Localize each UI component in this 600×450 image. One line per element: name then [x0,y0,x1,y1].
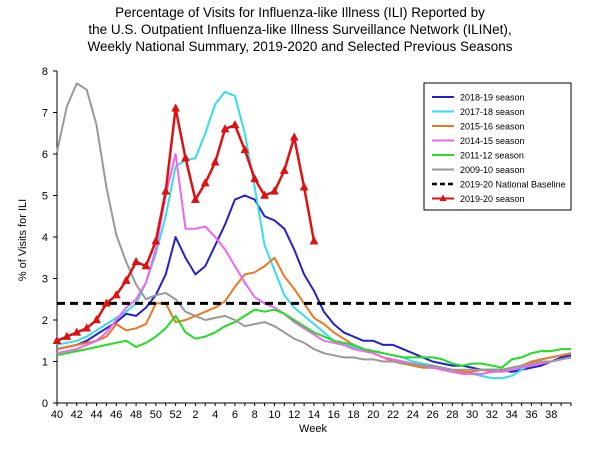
x-tick-label: 42 [71,409,83,421]
y-tick-label: 1 [42,357,48,369]
chart-title-line-3: Weekly National Summary, 2019-2020 and S… [87,39,513,54]
y-tick-label: 7 [42,108,48,120]
data-point-s2019 [171,103,181,112]
x-tick-label: 6 [232,409,238,421]
x-tick-label: 34 [506,409,518,421]
legend-label-s2019: 2019-20 season [460,194,525,204]
series-line-s2014 [56,153,572,375]
x-tick-label: 12 [288,409,300,421]
data-point-s2019 [270,186,279,195]
x-tick-label: 50 [150,409,162,421]
legend-label-s2014: 2014-15 season [460,136,525,146]
y-axis-label: % of Visits for ILI [17,199,29,281]
data-point-s2019 [121,275,131,284]
x-tick-label: 16 [328,409,340,421]
data-point-s2019 [161,186,171,195]
data-point-s2019 [309,236,319,245]
data-point-s2019 [190,194,200,203]
legend-label-s2009: 2009-10 season [460,165,525,175]
legend-label-s2017: 2017-18 season [460,107,525,117]
legend-label-s2011: 2011-12 season [460,151,524,161]
data-point-s2019 [220,124,230,133]
data-point-s2019 [131,256,141,266]
x-tick-label: 48 [130,409,142,421]
x-tick-label: 28 [446,409,458,421]
series-line-s2009 [56,82,572,371]
data-point-s2019 [230,119,240,129]
data-point-s2019 [92,314,101,324]
x-tick-label: 14 [308,409,320,421]
x-tick-label: 32 [486,409,498,421]
x-tick-label: 18 [347,409,359,421]
x-tick-label: 26 [426,409,438,421]
chart-title-line-2: the U.S. Outpatient Influenza-like Illne… [88,22,512,37]
data-point-s2019 [200,178,210,187]
y-tick-label: 3 [42,274,48,286]
x-tick-label: 4 [212,409,218,421]
legend-box [423,82,572,211]
data-point-s2019 [289,132,299,141]
x-tick-label: 10 [268,409,280,421]
x-tick-label: 40 [51,409,63,421]
x-axis-label: Week [299,423,327,435]
y-tick-label: 2 [42,315,48,327]
data-point-s2019 [72,327,82,336]
legend-label-baseline: 2019-20 National Baseline [460,180,566,190]
legend-label-s2018: 2018-19 season [460,93,525,103]
x-tick-label: 22 [387,409,399,421]
data-point-s2019 [279,165,289,174]
series-layer [52,82,572,380]
data-point-s2019 [210,157,220,166]
data-point-s2019 [111,290,121,299]
x-tick-label: 36 [525,409,537,421]
data-point-s2019 [151,236,161,245]
x-tick-label: 24 [407,409,419,421]
x-tick-label: 20 [367,409,379,421]
y-tick-label: 8 [42,66,48,78]
data-point-s2019 [62,331,72,340]
series-line-s2011 [56,308,571,369]
x-tick-label: 44 [90,409,102,421]
y-tick-label: 6 [42,149,48,161]
x-tick-label: 2 [192,409,198,421]
data-point-s2019 [250,173,260,183]
x-tick-label: 38 [545,409,557,421]
x-tick-label: 52 [169,409,181,421]
legend-marker-s2019 [439,194,447,201]
data-point-s2019 [299,182,309,191]
x-tick-label: 46 [110,409,122,421]
x-tick-label: 30 [466,409,478,421]
legend: 2018-19 season 2017-18 season 2015-16 seas… [423,82,572,211]
y-tick-label: 0 [42,398,48,410]
data-point-s2019 [52,335,62,344]
y-tick-label: 5 [42,191,48,203]
legend-label-s2015: 2015-16 season [460,122,525,132]
y-tick-label: 4 [42,232,48,244]
data-point-s2019 [82,323,92,332]
data-point-s2019 [240,144,250,154]
data-point-s2019 [260,190,269,199]
data-point-s2019 [102,298,111,307]
data-point-s2019 [181,153,190,162]
chart-title-line-1: Percentage of Visits for Influenza-like … [115,5,485,20]
x-tick-label: 8 [252,409,258,421]
data-point-s2019 [141,261,151,270]
